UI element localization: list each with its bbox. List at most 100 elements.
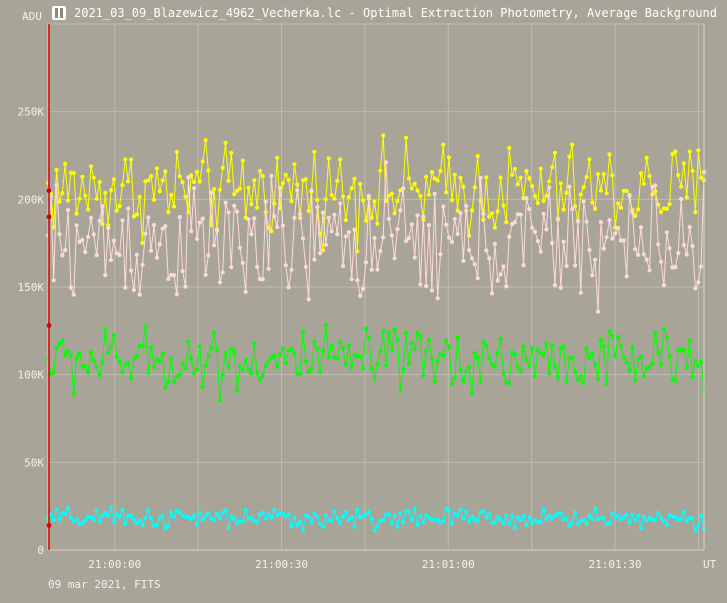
green-series-point: [541, 352, 546, 358]
green-series-point: [255, 370, 260, 375]
pink-series-point: [616, 226, 621, 231]
yellow-series-point: [564, 190, 569, 195]
pink-series-point: [303, 264, 308, 269]
pink-series-point: [644, 257, 649, 262]
x-tick-label: 21:01:30: [589, 558, 642, 571]
cyan-series-point: [418, 513, 423, 519]
pink-series-point: [180, 269, 185, 274]
green-series-point: [171, 379, 177, 384]
pink-series-point: [593, 257, 598, 262]
green-series-point: [604, 381, 609, 386]
cyan-series-point: [363, 512, 369, 517]
cyan-series-point: [469, 514, 475, 520]
pink-series-point: [123, 285, 128, 290]
green-series-point: [111, 332, 116, 338]
cyan-series-point: [74, 517, 79, 522]
pink-series-point: [469, 256, 475, 261]
yellow-series-point: [676, 173, 681, 178]
green-series-point: [469, 390, 475, 396]
green-series-point: [464, 369, 469, 374]
cyan-series-point: [558, 511, 563, 516]
pink-series-point: [160, 226, 165, 231]
green-series-point: [461, 378, 466, 383]
pink-series-point: [633, 247, 638, 252]
cyan-series-point: [86, 514, 91, 520]
yellow-series-point: [570, 142, 575, 147]
yellow-series-point: [378, 168, 383, 173]
pink-series-point: [696, 280, 701, 285]
green-series-point: [220, 372, 225, 377]
pink-series-point: [120, 218, 125, 223]
green-series-point: [57, 341, 62, 347]
yellow-series-point: [74, 211, 79, 216]
cyan-series-point: [461, 516, 466, 521]
cyan-series-point: [94, 508, 99, 513]
cyan-series-point: [192, 513, 197, 518]
grid-layer: [48, 23, 704, 551]
pink-series-point: [226, 210, 231, 215]
pink-series-point: [63, 247, 68, 253]
pink-series-point: [343, 234, 348, 239]
yellow-series-point: [455, 208, 460, 213]
pink-series-point: [86, 234, 91, 239]
green-series-point: [515, 364, 520, 369]
pink-series-point: [323, 242, 328, 247]
pink-series-point: [295, 188, 300, 193]
pink-series-point: [621, 238, 626, 243]
green-series-point: [71, 391, 76, 396]
green-series-point: [149, 345, 154, 350]
green-series-point: [240, 367, 245, 373]
yellow-series-point: [335, 178, 340, 183]
cyan-series-point: [298, 519, 303, 525]
green-series-point: [432, 379, 437, 384]
yellow-series-point: [472, 185, 477, 190]
yellow-series-point: [97, 179, 102, 185]
cyan-series-point: [684, 518, 689, 524]
pink-series-point: [595, 309, 601, 314]
green-series-point: [312, 339, 317, 344]
yellow-series-point: [329, 192, 334, 198]
pink-series-point: [146, 215, 151, 220]
yellow-series-point: [203, 138, 208, 143]
green-series-point: [530, 346, 535, 351]
pink-series-point: [398, 208, 403, 213]
cyan-series-point: [83, 518, 88, 523]
green-series-point: [532, 374, 538, 379]
cyan-series-point: [544, 517, 549, 522]
pink-series-point: [418, 282, 423, 287]
pink-series-point: [286, 285, 291, 290]
pink-series-point: [461, 258, 466, 263]
cyan-series-point: [415, 522, 420, 527]
pink-series-point: [137, 292, 142, 297]
yellow-series-point: [88, 164, 94, 169]
green-series-point: [306, 370, 311, 375]
green-series-point: [613, 354, 618, 359]
yellow-series-point: [83, 193, 88, 198]
green-series-point: [68, 353, 73, 358]
green-series-point: [177, 373, 182, 378]
yellow-series-point: [206, 168, 211, 173]
pink-series-point: [77, 239, 82, 245]
footer-date-label: 09 mar 2021, FITS: [48, 578, 161, 591]
green-series-point: [684, 365, 689, 370]
cyan-series-point: [134, 521, 139, 526]
cyan-series-point: [341, 514, 346, 520]
yellow-series-point: [435, 178, 440, 183]
green-series-point: [673, 378, 678, 383]
green-series-point: [561, 344, 566, 349]
green-series-point: [280, 346, 285, 351]
yellow-series-point: [151, 197, 157, 202]
pink-series-point: [217, 280, 222, 285]
cyan-series-point: [260, 510, 265, 515]
green-series-point: [386, 330, 391, 335]
green-series-point: [636, 357, 641, 362]
cyan-series-point: [401, 520, 406, 525]
yellow-series-point: [498, 175, 503, 180]
green-series-point: [647, 364, 652, 369]
yellow-series-point: [100, 221, 105, 226]
cyan-series-point: [269, 515, 274, 520]
yellow-series-point: [338, 157, 343, 162]
cyan-series-point: [117, 515, 122, 520]
green-series-point: [555, 375, 561, 380]
